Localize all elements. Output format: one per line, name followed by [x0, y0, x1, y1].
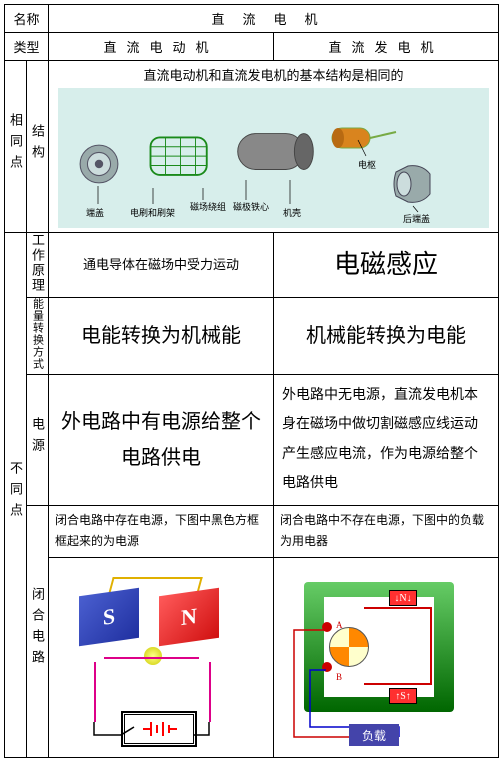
magnet-s-icon: S	[79, 588, 139, 646]
type-label-cell: 类型	[5, 33, 49, 61]
commutator-icon	[144, 647, 162, 665]
circuit-generator-diagram-cell: ↓N↓ ↑S↑ A B 负载	[274, 557, 499, 757]
circuit-label-cell: 闭合电路	[27, 505, 49, 757]
source-motor: 外电路中有电源给整个电路供电	[49, 375, 274, 506]
brush-wire	[104, 657, 199, 659]
circuit-generator-note: 闭合电路中不存在电源，下图中的负载为用电器	[274, 505, 499, 557]
motor-header: 直流电动机	[49, 33, 274, 61]
structure-label: 结构	[28, 124, 47, 166]
motor-circuit-diagram: S N	[49, 562, 273, 752]
same-section-cell: 相同点	[5, 61, 27, 233]
load-box: 负载	[349, 724, 399, 746]
source-label-cell: 电源	[27, 375, 49, 506]
leader-lines	[58, 88, 489, 228]
same-section-label: 相同点	[6, 113, 25, 176]
page-title: 直流电机	[212, 12, 336, 27]
name-label: 名称	[14, 12, 40, 27]
wire	[94, 662, 96, 722]
motor-exploded-diagram: 端盖 电刷和刷架 磁场绕组 磁极铁心 机壳 电枢 后端盖	[58, 88, 489, 228]
source-generator: 外电路中无电源，直流发电机本身在磁场中做切割磁感应线运动产生感应电流，作为电源给…	[274, 375, 499, 506]
structure-caption: 直流电动机和直流发电机的基本结构是相同的	[49, 61, 498, 84]
principle-generator: 电磁感应	[274, 233, 499, 298]
generator-circuit-diagram: ↓N↓ ↑S↑ A B 负载	[274, 562, 498, 752]
circuit-motor-note: 闭合电路中存在电源，下图中黑色方框框起来的为电源	[49, 505, 274, 557]
type-label: 类型	[14, 40, 40, 55]
diff-section-cell: 不同点	[5, 233, 27, 758]
structure-cell: 直流电动机和直流发电机的基本结构是相同的	[49, 61, 499, 233]
title-cell: 直流电机	[49, 5, 499, 33]
name-label-cell: 名称	[5, 5, 49, 33]
energy-label-cell: 能量转换方式	[27, 298, 49, 375]
wire	[209, 662, 211, 722]
circuit-motor-diagram-cell: S N	[49, 557, 274, 757]
generator-header: 直流发电机	[274, 33, 499, 61]
principle-motor: 通电导体在磁场中受力运动	[49, 233, 274, 298]
structure-label-cell: 结构	[27, 61, 49, 233]
energy-generator: 机械能转换为电能	[274, 298, 499, 375]
battery-icon	[124, 714, 194, 744]
comparison-table: 名称 直流电机 类型 直流电动机 直流发电机 相同点 结构 直流电动机和直流发电…	[4, 4, 499, 758]
magnet-n-icon: N	[159, 588, 219, 646]
diff-section-label: 不同点	[6, 461, 25, 524]
principle-label-cell: 工作原理	[27, 233, 49, 298]
energy-motor: 电能转换为机械能	[49, 298, 274, 375]
